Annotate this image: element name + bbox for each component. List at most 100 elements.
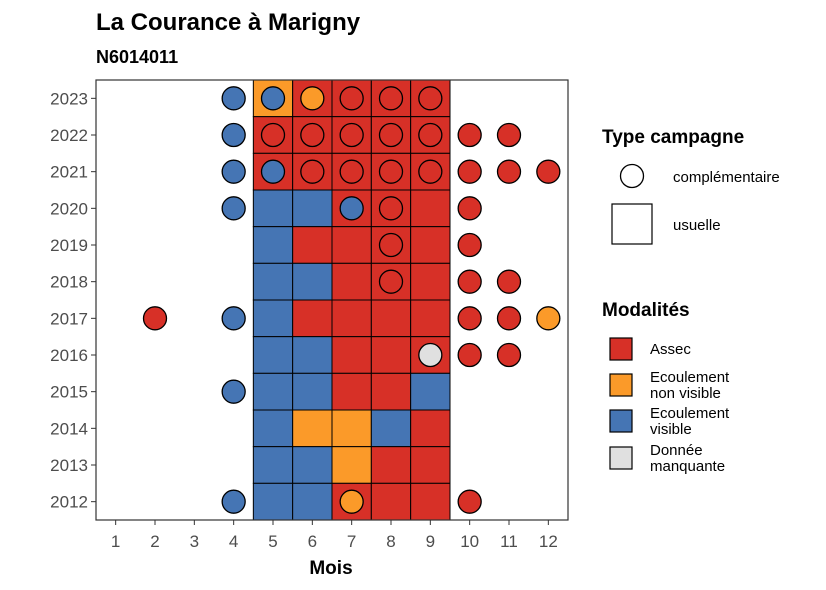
plot-frame (95, 79, 569, 521)
tile-2012-m9 (410, 482, 451, 521)
tile-2014-m8 (370, 409, 412, 448)
point-2021-m6 (300, 159, 325, 184)
y-tick-label-2022: 2022 (50, 126, 88, 145)
y-tick-label-2016: 2016 (50, 346, 88, 365)
point-2023-m6 (300, 86, 325, 111)
point-2017-m11 (496, 306, 522, 331)
point-2019-m8 (378, 232, 404, 258)
x-tick-label-6: 6 (308, 532, 317, 551)
x-axis-title: Mois (309, 558, 352, 579)
point-2022-m9 (418, 122, 443, 148)
tile-2017-m7 (331, 299, 372, 338)
point-2022-m11 (496, 122, 522, 148)
tile-2015-m5 (252, 372, 294, 411)
legend-label-M-0: Donnée (650, 442, 703, 459)
x-tick-label-8: 8 (386, 532, 395, 551)
point-2018-m8 (378, 269, 404, 294)
tile-2013-m8 (370, 446, 412, 484)
point-2020-m8 (378, 196, 404, 221)
tile-2020-m5 (252, 189, 294, 228)
point-2023-m4 (221, 86, 246, 111)
y-tick-label-2013: 2013 (50, 456, 88, 475)
point-2023-m7 (339, 86, 364, 111)
point-2019-m10 (457, 232, 482, 258)
point-2017-m4 (221, 306, 246, 331)
legend-label-N-1: non visible (650, 385, 721, 402)
legend-label-N-0: Ecoulement (650, 369, 730, 386)
point-2016-m9 (418, 342, 443, 368)
tile-2019-m5 (252, 226, 294, 264)
legend-title-type: Type campagne (602, 127, 744, 148)
tile-2012-m6 (292, 482, 333, 521)
point-2017-m10 (457, 306, 482, 331)
x-tick-label-3: 3 (190, 532, 199, 551)
legend-swatch-V (609, 409, 633, 433)
point-2017-m12 (536, 306, 561, 331)
point-2012-m10 (457, 489, 482, 514)
tile-2018-m9 (410, 262, 451, 301)
tile-2018-m7 (331, 262, 372, 301)
point-2017-m2 (142, 306, 168, 331)
tile-2019-m9 (410, 226, 451, 264)
tile-2014-m7 (331, 409, 372, 448)
x-tick-label-10: 10 (460, 532, 479, 551)
tile-2013-m9 (410, 446, 451, 484)
legend-swatch-A (609, 337, 633, 361)
legend-key-usuelle (611, 203, 653, 245)
legend-label-A-0: Assec (650, 341, 691, 358)
tile-2016-m7 (331, 336, 372, 374)
chart-title: La Courance à Marigny (96, 9, 361, 36)
legend-swatch-N (609, 373, 633, 397)
y-tick-label-2020: 2020 (50, 199, 88, 218)
tile-2015-m9 (410, 372, 451, 411)
y-tick-label-2017: 2017 (50, 309, 88, 328)
x-axis: 1 2 3 4 5 6 7 8 9 10 11 12 (111, 520, 558, 551)
legend-swatch-M (609, 446, 633, 470)
tile-2013-m5 (252, 446, 294, 484)
legend-label-M-1: manquante (650, 458, 725, 475)
tile-2013-m6 (292, 446, 333, 484)
chart-subtitle: N6014011 (96, 47, 178, 67)
y-tick-label-2014: 2014 (50, 419, 88, 438)
tile-2012-m5 (252, 482, 294, 521)
legend-type-campagne: Type campagne complémentaire usuelle (602, 127, 780, 245)
tile-2019-m7 (331, 226, 372, 264)
y-tick-label-2015: 2015 (50, 383, 88, 402)
point-2023-m8 (378, 86, 404, 111)
point-2022-m10 (457, 122, 482, 148)
x-tick-label-12: 12 (539, 532, 558, 551)
legend-label-usuelle: usuelle (673, 217, 721, 234)
point-2016-m11 (496, 342, 522, 368)
point-2021-m5 (260, 159, 286, 184)
x-tick-label-4: 4 (229, 532, 238, 551)
point-2021-m4 (221, 159, 246, 184)
point-2021-m11 (496, 159, 522, 184)
point-2021-m7 (339, 159, 364, 184)
tile-2014-m5 (252, 409, 294, 448)
point-2023-m5 (260, 86, 286, 111)
point-2021-m12 (536, 159, 561, 184)
x-tick-label-11: 11 (500, 532, 518, 551)
tile-2012-m7 (331, 482, 372, 521)
point-2022-m4 (221, 122, 246, 148)
tile-2016-m6 (292, 336, 333, 374)
y-axis: 2012 2013 2014 2015 2016 2017 2018 2019 2020 2021… (50, 89, 96, 512)
y-tick-label-2019: 2019 (50, 236, 88, 255)
point-2015-m4 (221, 379, 246, 404)
point-2018-m10 (457, 269, 482, 294)
point-2022-m5 (260, 122, 286, 148)
point-2020-m4 (221, 196, 246, 221)
point-2021-m9 (418, 159, 443, 184)
tile-2013-m7 (331, 446, 372, 484)
tile-2019-m6 (292, 226, 333, 264)
point-2022-m6 (300, 122, 325, 148)
x-tick-label-5: 5 (268, 532, 277, 551)
tile-2016-m8 (370, 336, 412, 374)
tile-2017-m8 (370, 299, 412, 338)
point-2018-m11 (496, 269, 522, 294)
tile-2017-m9 (410, 299, 451, 338)
point-2023-m9 (418, 86, 443, 111)
legend-label-V-0: Ecoulement (650, 405, 730, 422)
